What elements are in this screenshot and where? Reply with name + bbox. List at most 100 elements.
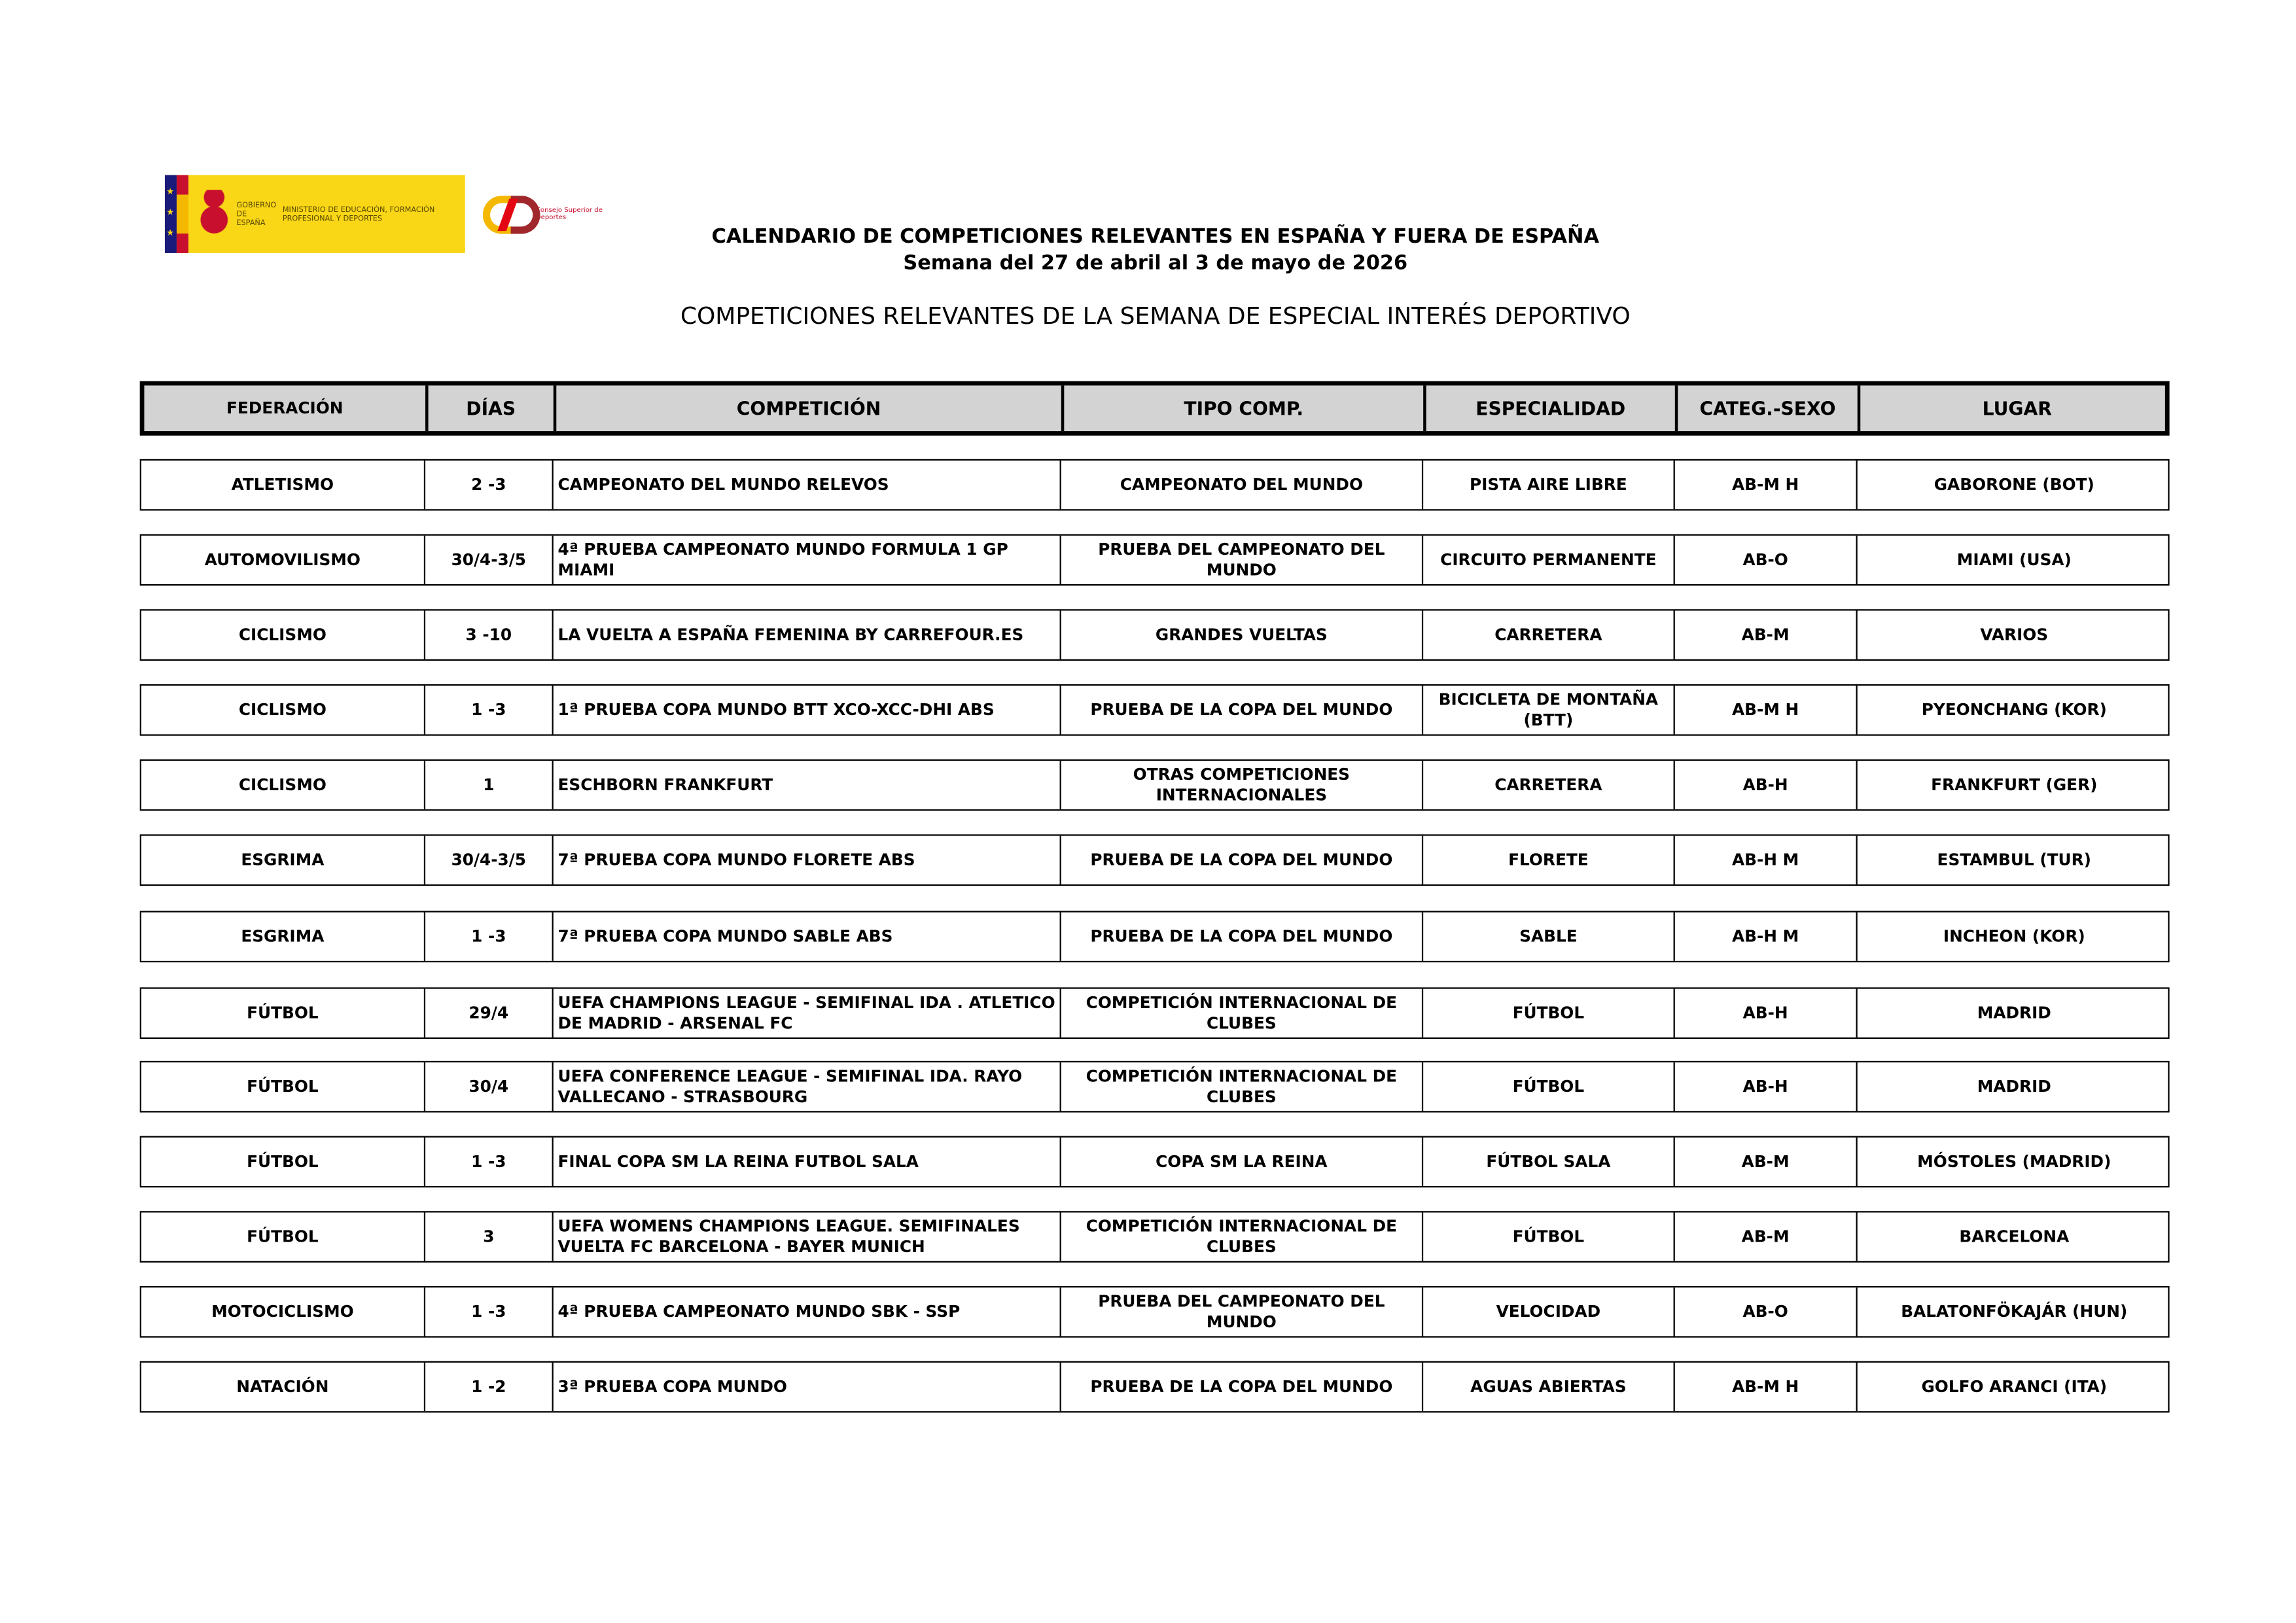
cell-lugar: MADRID — [1977, 1002, 2051, 1022]
gobierno-ministerio-logo: ★ ★ ★ GOBIERNO DE ESPAÑA MINISTERIO DE EDU… — [164, 175, 465, 253]
cell-competicion: 1ª PRUEBA COPA MUNDO BTT XCO-XCC-DHI ABS — [554, 686, 1061, 735]
cell-tipo: GRANDES VUELTAS — [1061, 610, 1424, 659]
cell-dias: 3 -10 — [425, 610, 554, 659]
csd-label: Consejo Superior de Deportes — [535, 207, 603, 222]
cell-categ-sexo: AB-M H — [1675, 686, 1858, 735]
cell-lugar: MIAMI (USA) — [1956, 550, 2072, 569]
cell-especialidad: CARRETERA — [1423, 760, 1675, 810]
cell-especialidad: SABLE — [1423, 912, 1675, 961]
cell-categ-sexo: AB-H — [1675, 1062, 1858, 1111]
cell-tipo: PRUEBA DE LA COPA DEL MUNDO — [1061, 1362, 1424, 1412]
cell-lugar: ESTAMBUL (TUR) — [1937, 850, 2092, 869]
cell-lugar: BARCELONA — [1959, 1226, 2070, 1246]
cell-lugar: VARIOS — [1980, 624, 2049, 644]
table-row: ATLETISMO 2 -3 CAMPEONATO DEL MUNDO RELEVO… — [139, 459, 2170, 511]
cell-categ-sexo: AB-H — [1675, 760, 1858, 810]
cell-tipo: COMPETICIÓN INTERNACIONAL DE CLUBES — [1061, 1212, 1424, 1261]
cell-especialidad: CIRCUITO PERMANENTE — [1423, 535, 1675, 585]
cell-categ-sexo: AB-O — [1675, 1287, 1858, 1336]
cell-especialidad: VELOCIDAD — [1423, 1287, 1675, 1336]
cell-dias: 2 -3 — [425, 461, 554, 510]
cell-federacion: ESGRIMA — [141, 835, 426, 884]
cell-dias: 30/4 — [425, 1062, 554, 1111]
table-row: FÚTBOL 3 UEFA WOMENS CHAMPIONS LEAGUE. SEM… — [139, 1211, 2170, 1263]
table-row: CICLISMO 1 -3 1ª PRUEBA COPA MUNDO BTT XCO… — [139, 684, 2170, 736]
cell-tipo: COMPETICIÓN INTERNACIONAL DE CLUBES — [1061, 988, 1424, 1038]
table-row: NATACIÓN 1 -2 3ª PRUEBA COPA MUNDO PRUEBA D… — [139, 1361, 2170, 1413]
cell-competicion: UEFA CHAMPIONS LEAGUE - SEMIFINAL IDA . … — [554, 988, 1061, 1038]
cell-categ-sexo: AB-H M — [1675, 835, 1858, 884]
cell-lugar: INCHEON (KOR) — [1943, 926, 2085, 946]
col-tipo: TIPO COMP. — [1064, 385, 1426, 432]
cell-federacion: CICLISMO — [141, 610, 426, 659]
cell-dias: 1 -3 — [425, 1287, 554, 1336]
cell-competicion: 4ª PRUEBA CAMPEONATO MUNDO FORMULA 1 GP … — [554, 535, 1061, 585]
cell-categ-sexo: AB-M — [1675, 610, 1858, 659]
cell-federacion: FÚTBOL — [141, 1062, 426, 1111]
cell-tipo: PRUEBA DEL CAMPEONATO DEL MUNDO — [1061, 1287, 1424, 1336]
cell-especialidad: AGUAS ABIERTAS — [1423, 1362, 1675, 1412]
cell-lugar: FRANKFURT (GER) — [1931, 775, 2098, 794]
csd-mark-icon — [482, 196, 540, 234]
col-competicion: COMPETICIÓN — [556, 385, 1065, 432]
cell-categ-sexo: AB-M — [1675, 1137, 1858, 1187]
cell-federacion: MOTOCICLISMO — [141, 1287, 426, 1336]
coat-of-arms-icon — [200, 189, 228, 239]
table-row: ESGRIMA 30/4-3/5 7ª PRUEBA COPA MUNDO FLOR… — [139, 834, 2170, 886]
cell-competicion: UEFA WOMENS CHAMPIONS LEAGUE. SEMIFINALE… — [554, 1212, 1061, 1261]
cell-competicion: ESCHBORN FRANKFURT — [554, 760, 1061, 810]
cell-especialidad: FÚTBOL — [1423, 988, 1675, 1038]
cell-federacion: CICLISMO — [141, 760, 426, 810]
cell-dias: 1 -2 — [425, 1362, 554, 1412]
cell-federacion: CICLISMO — [141, 686, 426, 735]
cell-categ-sexo: AB-M — [1675, 1212, 1858, 1261]
cell-dias: 29/4 — [425, 988, 554, 1038]
cell-tipo: COPA SM LA REINA — [1061, 1137, 1424, 1187]
table-row: CICLISMO 1 ESCHBORN FRANKFURT OTRAS COMPETI… — [139, 759, 2170, 811]
cell-tipo: CAMPEONATO DEL MUNDO — [1061, 461, 1424, 510]
col-lugar: LUGAR — [1982, 396, 2052, 419]
cell-competicion: CAMPEONATO DEL MUNDO RELEVOS — [554, 461, 1061, 510]
cell-lugar: MADRID — [1977, 1076, 2051, 1096]
csd-logo: Consejo Superior de Deportes — [482, 183, 615, 247]
cell-categ-sexo: AB-O — [1675, 535, 1858, 585]
cell-especialidad: PISTA AIRE LIBRE — [1423, 461, 1675, 510]
cell-categ-sexo: AB-H — [1675, 988, 1858, 1038]
table-row: FÚTBOL 30/4 UEFA CONFERENCE LEAGUE - SEMIF… — [139, 1060, 2170, 1113]
cell-lugar: PYEONCHANG (KOR) — [1921, 699, 2107, 719]
cell-competicion: 4ª PRUEBA CAMPEONATO MUNDO SBK - SSP — [554, 1287, 1061, 1336]
table-row: CICLISMO 3 -10 LA VUELTA A ESPAÑA FEMENINA… — [139, 609, 2170, 661]
cell-especialidad: FÚTBOL — [1423, 1062, 1675, 1111]
cell-federacion: FÚTBOL — [141, 988, 426, 1038]
cell-competicion: FINAL COPA SM LA REINA FUTBOL SALA — [554, 1137, 1061, 1187]
cell-especialidad: FLORETE — [1423, 835, 1675, 884]
col-federacion: FEDERACIÓN — [144, 385, 429, 432]
cell-dias: 1 -3 — [425, 686, 554, 735]
ministerio-label: MINISTERIO DE EDUCACIÓN, FORMACIÓN PROFE… — [282, 205, 435, 223]
cell-federacion: ESGRIMA — [141, 912, 426, 961]
cell-categ-sexo: AB-M H — [1675, 461, 1858, 510]
cell-competicion: LA VUELTA A ESPAÑA FEMENINA BY CARREFOUR… — [554, 610, 1061, 659]
col-dias: DÍAS — [429, 385, 557, 432]
cell-tipo: COMPETICIÓN INTERNACIONAL DE CLUBES — [1061, 1062, 1424, 1111]
cell-competicion: UEFA CONFERENCE LEAGUE - SEMIFINAL IDA. … — [554, 1062, 1061, 1111]
col-categ-sexo: CATEG.-SEXO — [1678, 385, 1861, 432]
table-row: FÚTBOL 1 -3 FINAL COPA SM LA REINA FUTBOL … — [139, 1136, 2170, 1188]
cell-dias: 30/4-3/5 — [425, 535, 554, 585]
cell-tipo: PRUEBA DE LA COPA DEL MUNDO — [1061, 835, 1424, 884]
cell-dias: 1 — [425, 760, 554, 810]
cell-federacion: FÚTBOL — [141, 1137, 426, 1187]
cell-especialidad: FÚTBOL SALA — [1423, 1137, 1675, 1187]
flag-icon: ★ ★ ★ — [164, 175, 188, 253]
table-row: AUTOMOVILISMO 30/4-3/5 4ª PRUEBA CAMPEONAT… — [139, 534, 2170, 586]
cell-lugar: GABORONE (BOT) — [1934, 474, 2094, 494]
cell-competicion: 7ª PRUEBA COPA MUNDO SABLE ABS — [554, 912, 1061, 961]
cell-tipo: PRUEBA DE LA COPA DEL MUNDO — [1061, 686, 1424, 735]
week-range: Semana del 27 de abril al 3 de mayo de 2… — [903, 251, 1408, 275]
cell-tipo: PRUEBA DEL CAMPEONATO DEL MUNDO — [1061, 535, 1424, 585]
cell-categ-sexo: AB-M H — [1675, 1362, 1858, 1412]
cell-dias: 3 — [425, 1212, 554, 1261]
cell-especialidad: BICICLETA DE MONTAÑA (BTT) — [1423, 686, 1675, 735]
cell-lugar: MÓSTOLES (MADRID) — [1917, 1151, 2111, 1171]
